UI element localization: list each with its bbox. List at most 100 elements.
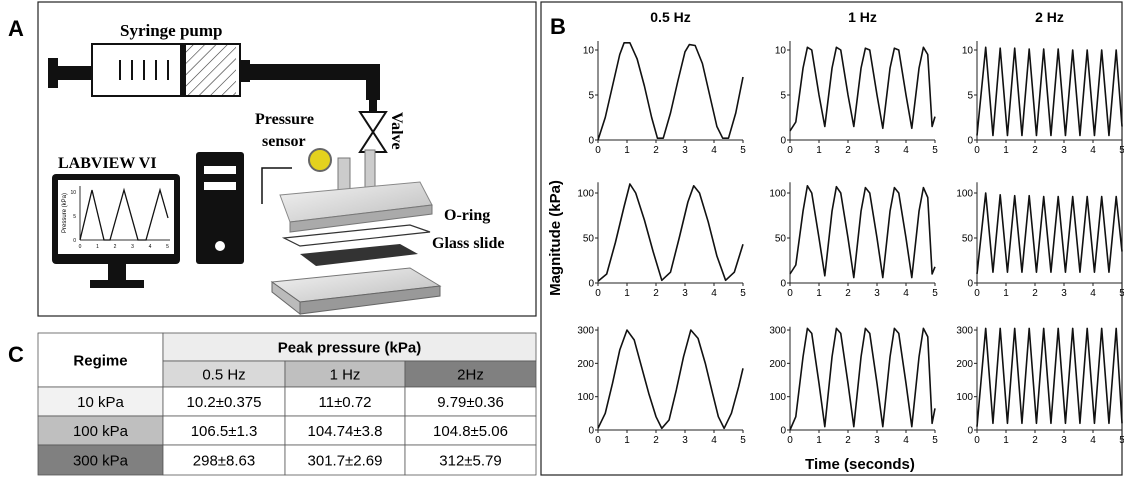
- data-line: [597, 329, 744, 430]
- x-tick-label: 1: [1003, 288, 1009, 299]
- table-cell: 312±5.79: [439, 453, 501, 470]
- row-header: 10 kPa: [77, 394, 124, 411]
- x-tick-label: 2: [845, 435, 851, 446]
- data-line: [789, 327, 936, 431]
- chart-title: 2 Hz: [1035, 9, 1064, 25]
- x-tick-label: 2: [1032, 145, 1038, 156]
- x-tick-label: 4: [1090, 435, 1096, 446]
- y-tick-label: 0: [588, 136, 594, 147]
- row-header: 100 kPa: [73, 423, 129, 440]
- y-tick-label: 200: [577, 359, 594, 370]
- column-header-cell: [162, 360, 286, 388]
- panel-letter: C: [8, 342, 24, 367]
- data-line: [789, 185, 936, 279]
- y-tick-label: 100: [769, 189, 786, 200]
- y-tick-label: 0: [588, 426, 594, 437]
- x-tick-label: 3: [682, 145, 688, 156]
- y-tick-label: 0: [780, 279, 786, 290]
- labview-label: LABVIEW VI: [58, 155, 157, 172]
- data-line: [976, 327, 1123, 427]
- x-axis-label: Time (seconds): [805, 456, 915, 473]
- data-line: [789, 46, 936, 132]
- table-header: Regime: [73, 353, 127, 370]
- x-tick-label: 2: [653, 145, 659, 156]
- row-header-cell: [37, 444, 164, 476]
- x-tick-label: 2: [653, 288, 659, 299]
- x-tick-label: 0: [595, 288, 601, 299]
- x-tick-label: 3: [682, 435, 688, 446]
- y-tick-label: 50: [775, 234, 787, 245]
- y-tick-label: 300: [769, 326, 786, 337]
- x-tick-label: 2: [845, 288, 851, 299]
- x-tick-label: 3: [874, 145, 880, 156]
- syringe-label: Syringe pump: [120, 21, 223, 40]
- monitor-tick: 0: [79, 244, 82, 250]
- x-tick-label: 5: [932, 145, 938, 156]
- x-tick-label: 5: [1119, 435, 1124, 446]
- monitor-tick: 0: [73, 238, 76, 244]
- panel-a-frame: [37, 1, 537, 317]
- y-tick-label: 0: [588, 279, 594, 290]
- x-tick-label: 4: [903, 435, 909, 446]
- x-tick-label: 4: [903, 145, 909, 156]
- x-tick-label: 5: [932, 435, 938, 446]
- table-cell: 10.2±0.375: [187, 394, 262, 411]
- table-cell-cell: [284, 386, 406, 417]
- y-tick-label: 5: [588, 91, 594, 102]
- data-line: [976, 46, 1123, 137]
- chart-title: 1 Hz: [848, 9, 877, 25]
- table-header-cell: [162, 332, 537, 362]
- x-tick-label: 4: [903, 288, 909, 299]
- x-tick-label: 0: [595, 145, 601, 156]
- chamber: [270, 148, 442, 316]
- y-tick-label: 0: [967, 279, 973, 290]
- x-tick-label: 2: [1032, 288, 1038, 299]
- y-tick-label: 200: [769, 359, 786, 370]
- x-tick-label: 2: [1032, 435, 1038, 446]
- sensor-label: sensor: [262, 133, 306, 150]
- x-tick-label: 5: [740, 145, 746, 156]
- table-cell: 104.74±3.8: [308, 423, 383, 440]
- data-line: [976, 192, 1123, 275]
- x-tick-label: 4: [711, 288, 717, 299]
- column-header-cell: [284, 360, 406, 388]
- x-tick-label: 4: [711, 145, 717, 156]
- chart-title: 0.5 Hz: [650, 9, 690, 25]
- x-tick-label: 3: [1061, 435, 1067, 446]
- row-header: 300 kPa: [73, 453, 129, 470]
- y-tick-label: 300: [577, 326, 594, 337]
- x-tick-label: 1: [1003, 145, 1009, 156]
- column-header: 0.5 Hz: [202, 367, 245, 384]
- glass-label: Glass slide: [432, 235, 504, 252]
- y-tick-label: 300: [956, 326, 973, 337]
- x-tick-label: 5: [1119, 288, 1124, 299]
- x-tick-label: 4: [711, 435, 717, 446]
- monitor-tick: 10: [70, 190, 76, 196]
- table-header-cell: [37, 332, 164, 388]
- table-cell: 106.5±1.3: [191, 423, 258, 440]
- valve: [358, 111, 388, 153]
- x-tick-label: 1: [1003, 435, 1009, 446]
- table-cell-cell: [162, 386, 286, 417]
- panel-letter: B: [550, 14, 566, 39]
- table-cell-cell: [404, 444, 537, 476]
- x-tick-label: 3: [1061, 145, 1067, 156]
- table-cell: 104.8±5.06: [433, 423, 508, 440]
- x-tick-label: 0: [974, 288, 980, 299]
- table-cell: 9.79±0.36: [437, 394, 504, 411]
- y-tick-label: 50: [962, 234, 974, 245]
- y-tick-label: 0: [780, 136, 786, 147]
- table-cell: 11±0.72: [319, 394, 372, 411]
- y-tick-label: 100: [956, 189, 973, 200]
- monitor-tick: 2: [114, 244, 117, 250]
- y-tick-label: 100: [577, 392, 594, 403]
- x-tick-label: 0: [787, 145, 793, 156]
- x-tick-label: 4: [1090, 288, 1096, 299]
- y-tick-label: 0: [780, 426, 786, 437]
- monitor-tick: 5: [73, 214, 76, 220]
- x-tick-label: 0: [974, 145, 980, 156]
- y-tick-label: 100: [956, 392, 973, 403]
- x-tick-label: 0: [974, 435, 980, 446]
- syringe: [48, 43, 380, 112]
- panel-b-frame: [540, 1, 1123, 476]
